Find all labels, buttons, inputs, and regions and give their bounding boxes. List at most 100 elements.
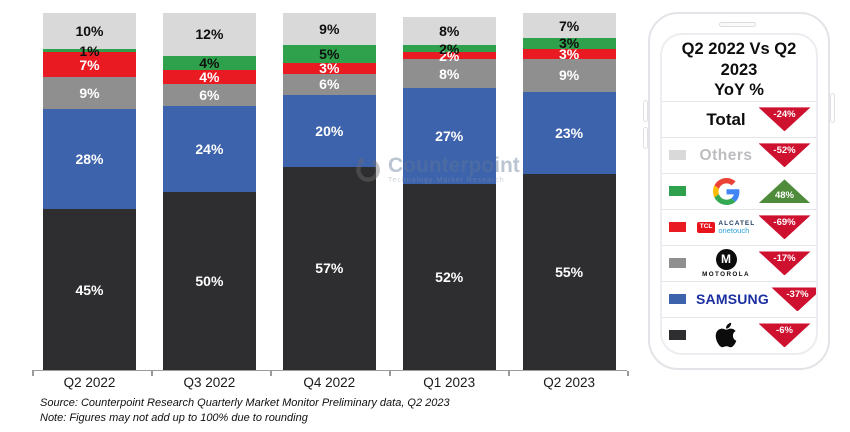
others-yoy-value: -52%: [773, 145, 796, 157]
bar-q2-2023: 55% 23% 9% 3% 3% 7%: [522, 13, 616, 370]
samsung-down-arrow-icon: -37%: [771, 287, 816, 312]
total-yoy-value: -24%: [773, 109, 796, 121]
segment-samsung-q4-2022: 20%: [282, 95, 376, 167]
phone-side-button: [830, 93, 835, 123]
segment-value-label: 23%: [555, 124, 584, 141]
legend-row-others: Others -52%: [662, 136, 816, 173]
apple-logo-icon: [715, 323, 737, 348]
axis-tick: [389, 371, 391, 376]
axis-tick: [151, 371, 153, 376]
motorola-swatch: [669, 258, 686, 269]
segment-value-label: 50%: [195, 272, 224, 289]
segment-motorola-q2-2022: 9%: [43, 77, 136, 110]
segment-value-label: 6%: [199, 87, 220, 104]
x-axis-label: Q2 2022: [63, 375, 116, 390]
google-swatch: [669, 186, 686, 197]
yoy-title-line1: Q2 2022 Vs Q2 2023: [681, 40, 797, 79]
segment-apple-q3-2022: 50%: [162, 191, 256, 370]
legend-row-total: Total -24%: [662, 100, 816, 137]
segment-others-q2-2022: 10%: [43, 13, 136, 49]
segment-value-label: 27%: [435, 128, 464, 145]
apple-yoy-value: -6%: [776, 325, 793, 337]
tcl-alcatel-logo: TCL ALCATEL onetouch: [696, 220, 756, 236]
yoy-title-line2: YoY %: [714, 81, 764, 100]
segment-google-q4-2022: 5%: [282, 45, 376, 64]
segment-value-label: 28%: [75, 151, 104, 168]
segment-value-label: 7%: [79, 56, 100, 73]
yoy-panel-title: Q2 2022 Vs Q2 2023 YoY %: [662, 35, 816, 101]
phone-side-button: [643, 127, 648, 149]
segment-value-label: 3%: [558, 35, 580, 52]
source-note: Source: Counterpoint Research Quarterly …: [40, 396, 450, 426]
segment-value-label: 9%: [79, 85, 100, 102]
segment-samsung-q3-2022: 24%: [162, 105, 256, 192]
segment-others-q3-2022: 12%: [162, 13, 256, 56]
segment-value-label: 1%: [79, 42, 100, 59]
legend-row-google: 48%: [662, 172, 816, 209]
motorola-down-arrow-icon: -17%: [758, 251, 811, 276]
motorola-wordmark: MOTOROLA: [702, 270, 750, 278]
x-axis-label: Q4 2022: [303, 375, 356, 390]
axis-tick: [270, 371, 272, 376]
segment-value-label: 52%: [435, 269, 464, 286]
segment-value-label: 7%: [558, 17, 580, 34]
segment-value-label: 12%: [195, 26, 224, 43]
apple-down-arrow-icon: -6%: [758, 323, 811, 348]
segment-google-q2-2023: 3%: [522, 35, 616, 52]
segment-apple-q1-2023: 52%: [402, 184, 496, 370]
segment-apple-q2-2023: 55%: [522, 173, 616, 370]
others-down-arrow-icon: -52%: [758, 143, 811, 168]
segment-tcl-alcatel-q3-2022: 4%: [162, 69, 256, 86]
motorola-yoy-value: -17%: [773, 253, 796, 265]
segment-samsung-q2-2022: 28%: [43, 109, 136, 210]
segment-value-label: 55%: [555, 263, 584, 280]
segment-samsung-q1-2023: 27%: [402, 88, 496, 185]
segment-google-q3-2022: 4%: [162, 55, 256, 72]
bar-q3-2022: 50% 24% 6% 4% 4% 12%: [162, 13, 256, 370]
segment-value-label: 6%: [319, 76, 340, 93]
total-down-arrow-icon: -24%: [758, 107, 811, 132]
samsung-swatch: [669, 294, 686, 305]
segment-tcl-alcatel-q2-2023: 3%: [522, 47, 616, 61]
segment-value-label: 10%: [75, 22, 104, 39]
legend-row-motorola: M MOTOROLA -17%: [662, 244, 816, 281]
segment-value-label: 3%: [319, 60, 340, 77]
segment-value-label: 8%: [439, 22, 460, 39]
phone-side-button: [643, 100, 648, 122]
onetouch-wordmark: onetouch: [718, 226, 750, 236]
samsung-yoy-value: -37%: [786, 289, 809, 301]
segment-motorola-q2-2023: 9%: [522, 59, 616, 92]
axis-tick: [508, 371, 510, 376]
segment-motorola-q1-2023: 8%: [402, 59, 496, 88]
axis-tick: [627, 371, 629, 376]
segment-others-q1-2023: 8%: [402, 16, 496, 46]
x-axis-label: Q2 2023: [543, 375, 595, 390]
x-axis-label: Q3 2022: [183, 375, 236, 390]
yoy-phone-panel: Q2 2022 Vs Q2 2023 YoY % Total -24% Othe…: [643, 12, 835, 370]
stacked-bar-chart: 45% 28% 9% 7% 1% 10% 50% 24% 6% 4% 4% 12% 57% 20% 6% 3%…: [0, 13, 645, 370]
segment-others-q4-2022: 9%: [282, 13, 376, 46]
tcl-swatch: [669, 222, 686, 233]
segment-google-q1-2023: 2%: [402, 42, 496, 56]
apple-swatch: [669, 330, 686, 341]
segment-value-label: 2%: [439, 40, 460, 57]
segment-value-label: 5%: [319, 46, 340, 63]
others-label: Others: [699, 146, 753, 164]
segment-value-label: 4%: [199, 69, 220, 86]
samsung-wordmark: SAMSUNG: [696, 291, 769, 308]
yoy-panel-screen: Q2 2022 Vs Q2 2023 YoY % Total -24% Othe…: [660, 33, 818, 355]
motorola-logo: M MOTOROLA: [696, 248, 756, 278]
source-line: Source: Counterpoint Research Quarterly …: [40, 397, 450, 409]
segment-samsung-q2-2023: 23%: [522, 91, 616, 174]
segment-value-label: 4%: [199, 55, 220, 72]
rounding-note-line: Note: Figures may not add up to 100% due…: [40, 411, 308, 424]
legend-row-tcl: TCL ALCATEL onetouch -69%: [662, 208, 816, 245]
segment-tcl-alcatel-q4-2022: 3%: [282, 60, 376, 77]
segment-motorola-q3-2022: 6%: [162, 84, 256, 106]
bar-q1-2023: 52% 27% 8% 2% 2% 8%: [402, 16, 496, 370]
segment-value-label: 9%: [319, 21, 340, 38]
others-swatch: [669, 150, 686, 161]
segment-google-q2-2022: 1%: [43, 44, 136, 58]
segment-value-label: 24%: [195, 140, 224, 157]
